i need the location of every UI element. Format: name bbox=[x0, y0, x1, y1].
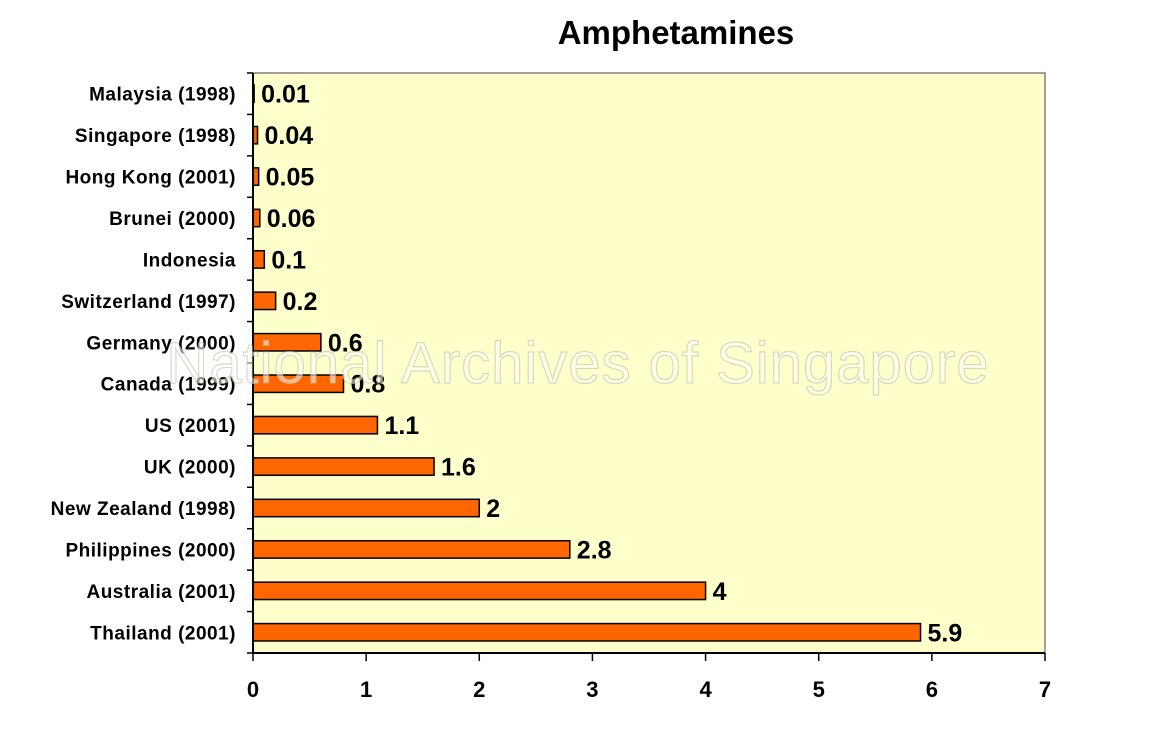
category-label: New Zealand (1998) bbox=[51, 499, 236, 520]
bar bbox=[252, 498, 481, 518]
category-label: Australia (2001) bbox=[86, 582, 236, 603]
category-label: Philippines (2000) bbox=[65, 540, 236, 561]
bar bbox=[252, 622, 922, 642]
watermark: National Archives of Singapore bbox=[166, 331, 989, 396]
data-label: 0.04 bbox=[265, 122, 314, 150]
category-label: Malaysia (1998) bbox=[89, 85, 236, 106]
data-label: 0.01 bbox=[261, 81, 310, 109]
data-label: 0.6 bbox=[328, 329, 363, 357]
category-label: Switzerland (1997) bbox=[61, 292, 236, 313]
x-tick-label: 7 bbox=[1039, 677, 1051, 702]
bar bbox=[252, 291, 277, 311]
data-label: 4 bbox=[713, 578, 727, 606]
x-tick-label: 6 bbox=[926, 677, 938, 702]
category-label: Brunei (2000) bbox=[109, 209, 236, 230]
category-labels: Malaysia (1998) Singapore (1998) Hong Kong… bbox=[51, 85, 236, 645]
bar bbox=[252, 249, 266, 269]
category-label: Indonesia bbox=[143, 250, 236, 271]
bar bbox=[252, 415, 379, 435]
data-label: 5.9 bbox=[928, 619, 963, 647]
category-label: US (2001) bbox=[145, 416, 236, 437]
category-label: Canada (1999) bbox=[101, 375, 236, 396]
category-label: Germany (2000) bbox=[86, 333, 236, 354]
data-label: 0.8 bbox=[351, 371, 386, 399]
x-tick-label: 5 bbox=[813, 677, 825, 702]
data-label: 1.6 bbox=[441, 454, 476, 482]
x-tick-label: 3 bbox=[586, 677, 598, 702]
bar bbox=[252, 208, 261, 228]
x-tick-label: 1 bbox=[360, 677, 372, 702]
data-label: 1.1 bbox=[384, 412, 419, 440]
category-label: Singapore (1998) bbox=[75, 126, 236, 147]
x-tick-label: 0 bbox=[247, 677, 259, 702]
bar bbox=[252, 539, 571, 559]
category-label: Thailand (2001) bbox=[90, 623, 236, 644]
chart-title: Amphetamines bbox=[558, 14, 795, 51]
data-label: 2.8 bbox=[577, 536, 612, 564]
data-labels: 0.01 0.04 0.05 0.06 0.1 0.2 0.6 0.8 1.1 1.6 2 2.8 4 5… bbox=[261, 81, 962, 648]
bar bbox=[252, 457, 435, 477]
data-label: 2 bbox=[486, 495, 500, 523]
axes: 0 1 2 3 4 5 6 7 bbox=[247, 72, 1051, 702]
x-tick-label: 4 bbox=[699, 677, 712, 702]
bar bbox=[252, 581, 707, 601]
category-label: Hong Kong (2001) bbox=[65, 168, 236, 189]
data-label: 0.1 bbox=[271, 246, 306, 274]
data-label: 0.2 bbox=[283, 288, 318, 316]
x-tick-label: 2 bbox=[473, 677, 485, 702]
data-label: 0.05 bbox=[266, 164, 315, 192]
category-label: UK (2000) bbox=[144, 458, 236, 479]
bars bbox=[252, 84, 922, 642]
data-label: 0.06 bbox=[267, 205, 316, 233]
